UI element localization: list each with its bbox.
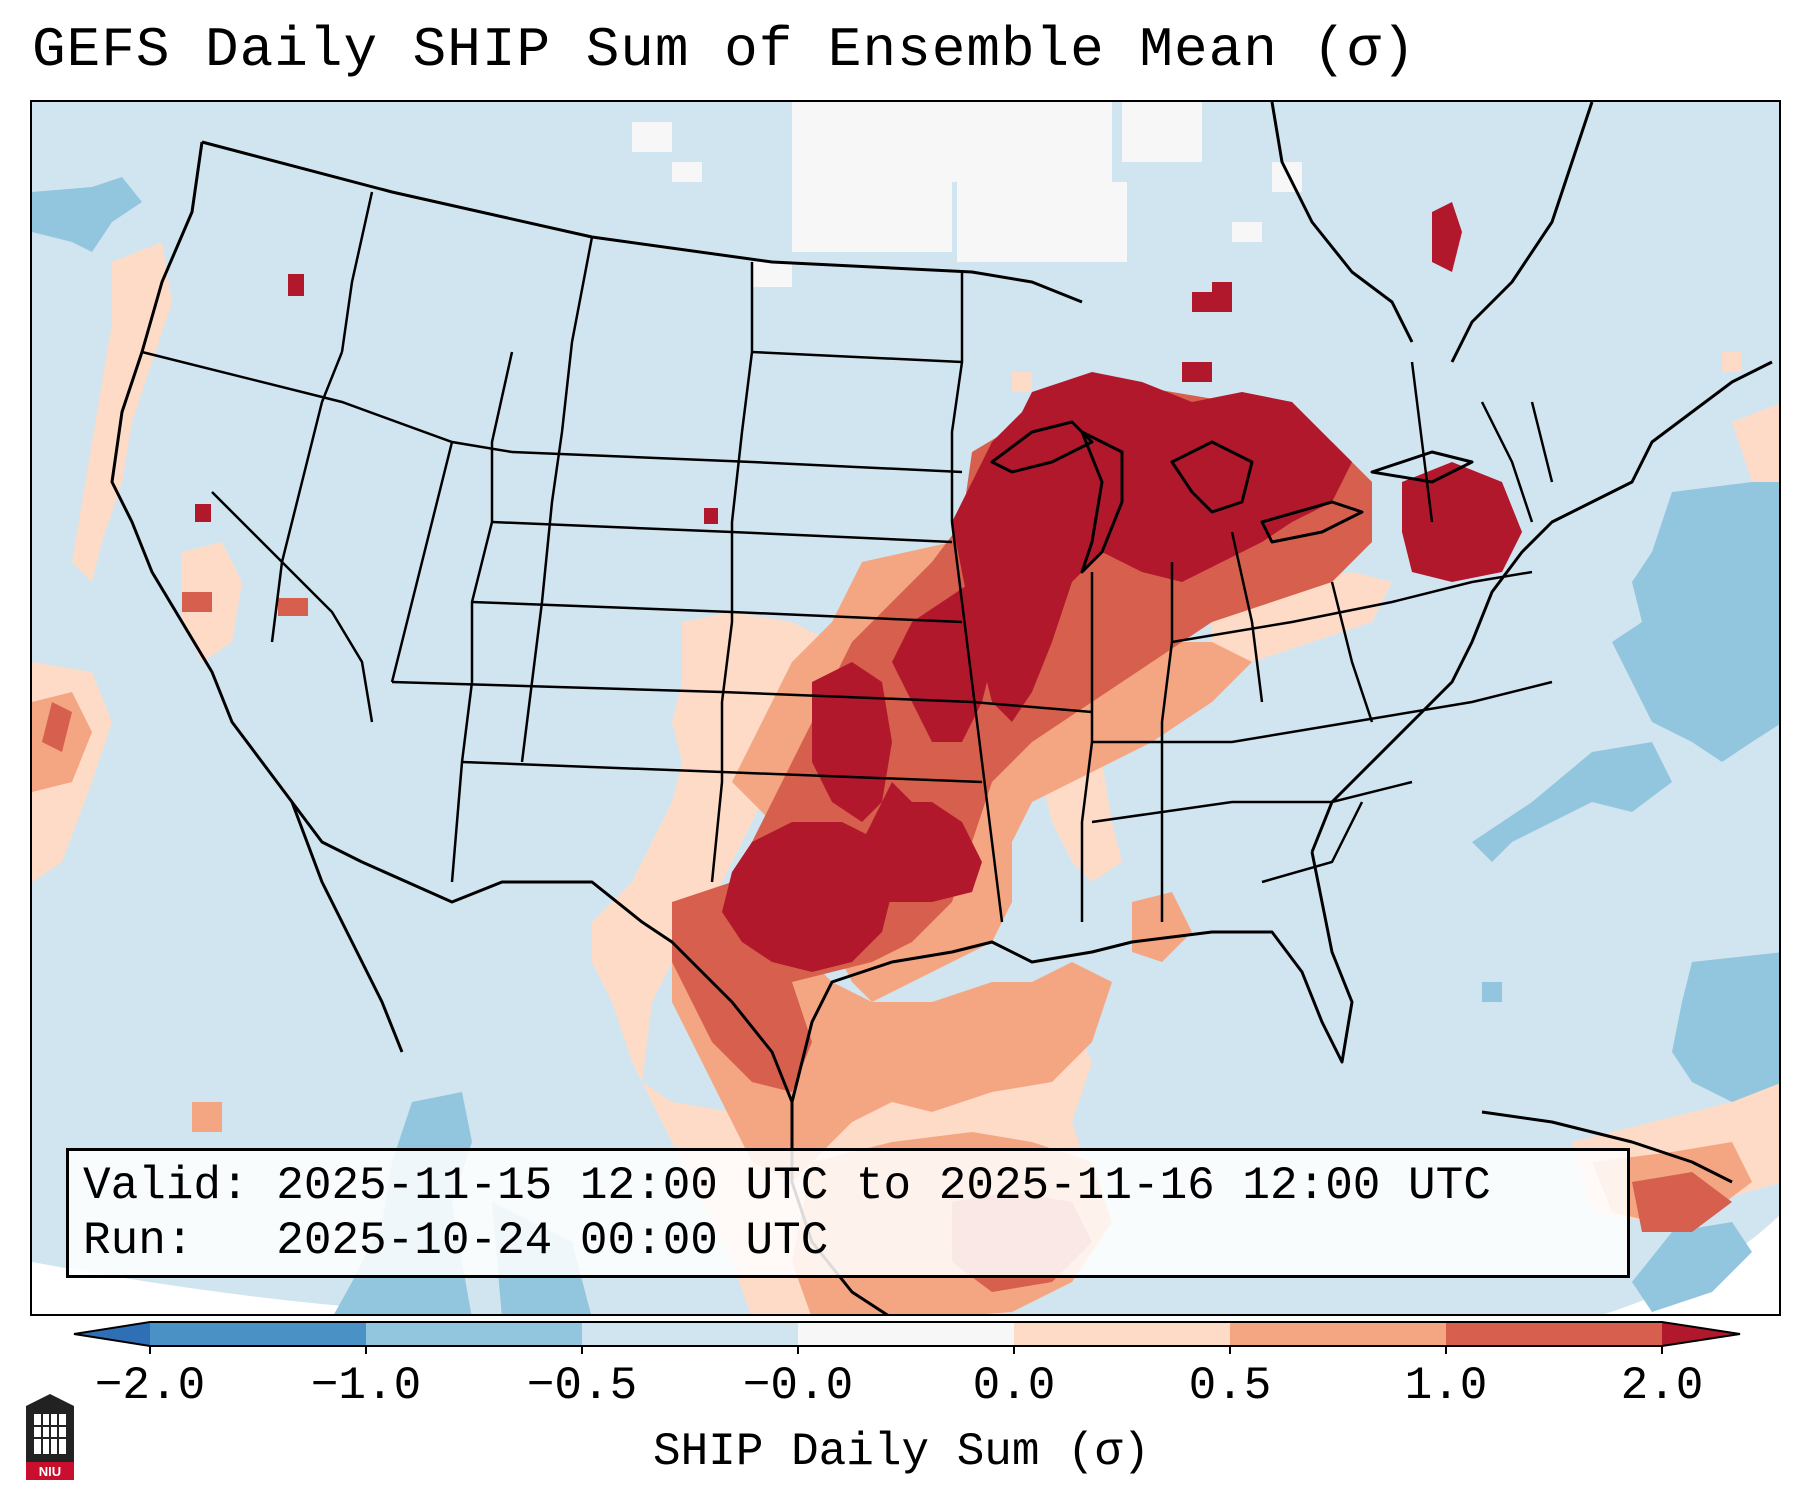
projection-edge-right xyxy=(1604,1215,1779,1314)
colorbar-tick-label: 2.0 xyxy=(1620,1360,1704,1412)
colorbar-tick-label: 0.5 xyxy=(1188,1360,1272,1412)
map-canvas xyxy=(32,102,1779,1314)
state-borders xyxy=(141,191,1554,923)
colorbar-tick-label: −2.0 xyxy=(94,1360,206,1412)
colorbar-tick-label: −1.0 xyxy=(310,1360,422,1412)
colorbar-bin-6 xyxy=(1230,1322,1446,1346)
colorbar-tick-label: −0.5 xyxy=(526,1360,638,1412)
colorbar-bin-2 xyxy=(366,1322,582,1346)
colorbar-tick-label: 0.0 xyxy=(972,1360,1056,1412)
colorbar-bin-1 xyxy=(150,1322,366,1346)
projection-edge-left xyxy=(32,1262,451,1314)
colorbar xyxy=(73,1321,1741,1354)
plot-title: GEFS Daily SHIP Sum of Ensemble Mean (σ) xyxy=(32,18,1417,82)
colorbar-bin-4 xyxy=(798,1322,1014,1346)
niu-logo-text: NIU xyxy=(39,1464,61,1479)
niu-logo: NIU xyxy=(26,1394,74,1480)
colorbar-bin-3 xyxy=(582,1322,798,1346)
near-zero-anomaly-areas xyxy=(632,102,1302,287)
colorbar-bin-5 xyxy=(1014,1322,1230,1346)
colorbar-tick-label: 1.0 xyxy=(1404,1360,1488,1412)
extreme-positive-anomaly-areas xyxy=(195,202,1522,972)
validity-info-box: Valid: 2025-11-15 12:00 UTC to 2025-11-1… xyxy=(66,1148,1630,1278)
country-outlines xyxy=(110,102,1773,1314)
run-time-text: Run: 2025-10-24 00:00 UTC xyxy=(83,1215,829,1267)
valid-time-text: Valid: 2025-11-15 12:00 UTC to 2025-11-1… xyxy=(83,1160,1491,1212)
colorbar-tick-label: −0.0 xyxy=(742,1360,854,1412)
map-panel xyxy=(30,100,1781,1316)
colorbar-extend-low xyxy=(74,1322,150,1346)
colorbar-ticks xyxy=(149,1346,1663,1354)
colorbar-extend-high xyxy=(1662,1322,1740,1346)
colorbar-title: SHIP Daily Sum (σ) xyxy=(653,1426,1150,1478)
colorbar-bin-7 xyxy=(1446,1322,1662,1346)
